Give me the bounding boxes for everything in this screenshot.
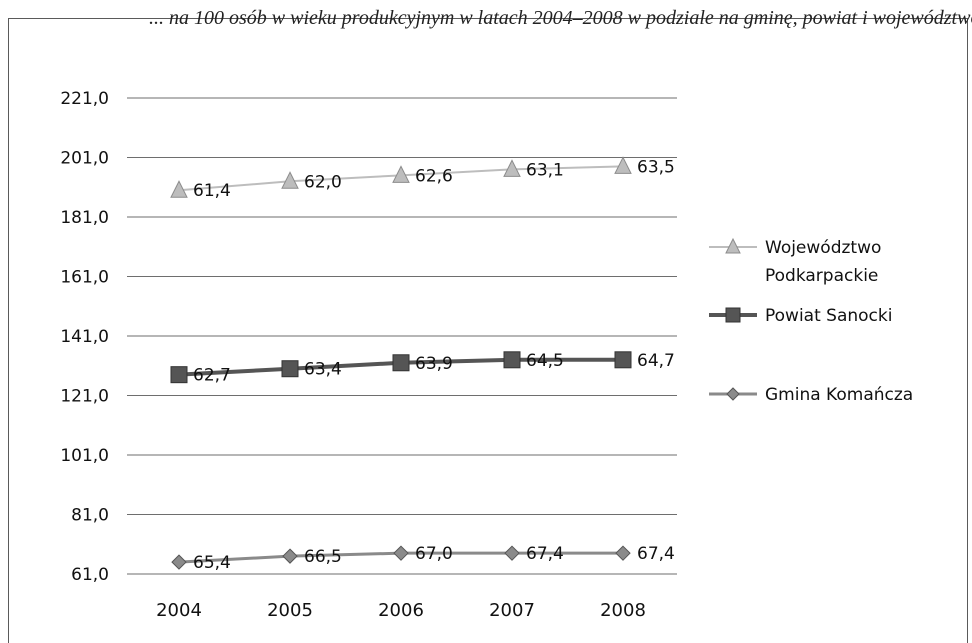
data-point <box>171 554 187 570</box>
x-tick-label: 2005 <box>267 600 313 621</box>
data-label: 67,0 <box>415 544 453 564</box>
legend-label: Gmina Komańcza <box>765 385 913 405</box>
legend-marker <box>725 237 741 254</box>
data-point <box>392 165 410 183</box>
x-tick-label: 2006 <box>378 600 424 621</box>
x-tick-label: 2008 <box>600 600 646 621</box>
y-tick-label: 81,0 <box>71 506 109 526</box>
gridlines <box>127 97 677 575</box>
data-label: 65,4 <box>193 553 231 573</box>
legend-label: Województwo <box>765 238 881 258</box>
data-label: 64,7 <box>637 351 675 371</box>
y-tick-label: 101,0 <box>60 446 109 466</box>
y-tick-label: 61,0 <box>71 565 109 585</box>
data-label: 62,7 <box>193 366 231 386</box>
legend: Województwo Podkarpackie Powiat Sanocki Gmi… <box>709 237 913 405</box>
data-labels: 61,4 62,0 62,6 63,1 63,5 62,7 63,4 63,9 64,5 64,7… <box>193 157 675 573</box>
data-label: 61,4 <box>193 181 231 201</box>
data-label: 67,4 <box>637 544 675 564</box>
data-point <box>615 545 631 561</box>
x-axis-ticks: 2004 2005 2006 2007 2008 <box>156 600 646 621</box>
series <box>170 156 632 570</box>
data-label: 66,5 <box>304 547 342 567</box>
legend-marker <box>726 387 740 401</box>
data-point <box>281 360 299 378</box>
y-tick-label: 181,0 <box>60 208 109 228</box>
data-point <box>503 351 521 369</box>
data-point <box>504 545 520 561</box>
data-point <box>170 366 188 384</box>
data-point <box>393 545 409 561</box>
y-tick-label: 201,0 <box>60 149 109 169</box>
y-tick-label: 141,0 <box>60 327 109 347</box>
y-axis-ticks: 221,0 201,0 181,0 161,0 141,0 121,0 101,0 81,0 6… <box>60 89 109 585</box>
legend-marker <box>725 307 741 323</box>
y-tick-label: 161,0 <box>60 268 109 288</box>
legend-label: Podkarpackie <box>765 266 878 286</box>
data-point <box>614 351 632 369</box>
data-label: 67,4 <box>526 544 564 564</box>
legend-label: Powiat Sanocki <box>765 306 892 326</box>
data-label: 63,4 <box>304 360 342 380</box>
data-label: 63,1 <box>526 160 564 180</box>
data-point <box>282 548 298 564</box>
data-point <box>503 159 521 177</box>
data-point <box>281 171 299 189</box>
data-label: 62,0 <box>304 172 342 192</box>
line-chart: 221,0 201,0 181,0 161,0 141,0 121,0 101,0 81,0 6… <box>60 89 913 621</box>
data-point <box>170 180 188 198</box>
x-tick-label: 2007 <box>489 600 535 621</box>
data-label: 62,6 <box>415 166 453 186</box>
y-tick-label: 121,0 <box>60 387 109 407</box>
data-label: 63,9 <box>415 354 453 374</box>
data-label: 63,5 <box>637 157 675 177</box>
data-point <box>614 156 632 174</box>
y-tick-label: 221,0 <box>60 89 109 109</box>
data-point <box>392 354 410 372</box>
data-label: 64,5 <box>526 351 564 371</box>
chart-frame: ... na 100 osób w wieku produkcyjnym w l… <box>8 7 972 643</box>
x-tick-label: 2004 <box>156 600 202 621</box>
cropped-caption: ... na 100 osób w wieku produkcyjnym w l… <box>149 7 972 29</box>
